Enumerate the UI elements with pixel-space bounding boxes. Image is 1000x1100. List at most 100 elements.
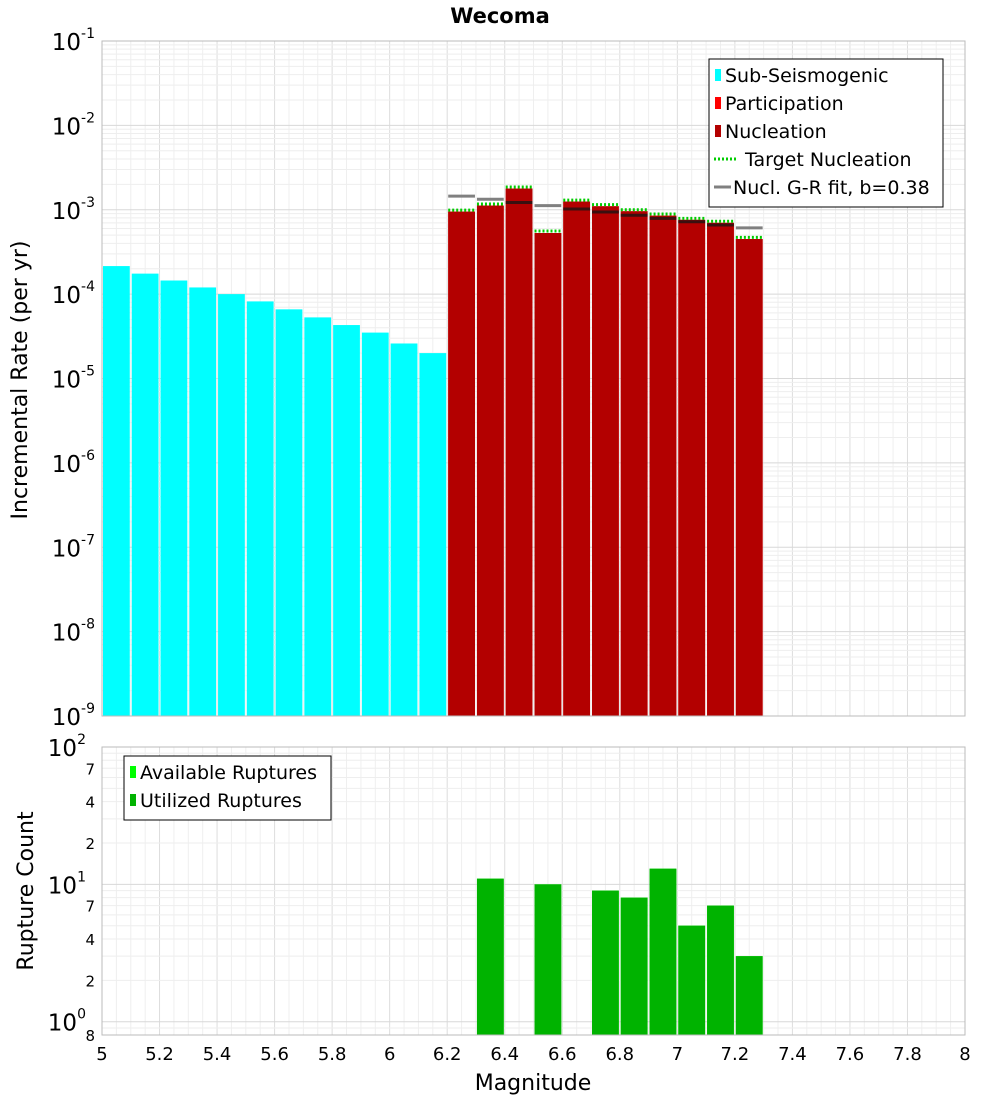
y-minor-tick-label: 4 <box>85 794 95 812</box>
x-tick-label: 6.2 <box>433 1044 462 1065</box>
utilized-ruptures-bar <box>735 956 763 1035</box>
nucleation-bar <box>620 211 648 717</box>
x-tick-label: 7.8 <box>893 1044 922 1065</box>
y-tick-label: 10-1 <box>52 26 95 56</box>
legend-box <box>708 58 944 208</box>
x-tick-label: 8 <box>959 1044 970 1065</box>
legend-item: Target Nucleation <box>714 149 912 171</box>
bottom-panel: 100 101 102 8 2 4 7 2 4 7 5 5.2 5.4 5.6 5.8 6 6.2 6.4 6.6… <box>14 732 971 1096</box>
nucleation-bar <box>476 205 504 716</box>
top-bars <box>103 188 763 717</box>
sub-seismogenic-bar <box>160 280 188 716</box>
x-tick-label: 7.2 <box>721 1044 750 1065</box>
bottom-y-axis-label: Rupture Count <box>14 811 39 971</box>
top-legend: Sub-Seismogenic Participation Nucleation Ta… <box>708 58 944 208</box>
legend-item: Nucl. G-R fit, b=0.38 <box>714 177 930 199</box>
legend-box <box>123 755 332 821</box>
legend-label: Utilized Ruptures <box>140 790 302 812</box>
utilized-ruptures-bar <box>649 868 677 1035</box>
nucleation-bar <box>534 233 562 716</box>
sub-seismogenic-bar <box>275 309 303 716</box>
legend-label: Available Ruptures <box>140 762 317 784</box>
sub-seismogenic-bar <box>218 294 245 716</box>
legend-label: Nucleation <box>725 121 827 143</box>
bottom-legend: Available Ruptures Utilized Ruptures <box>123 755 332 821</box>
legend-swatch <box>715 125 721 137</box>
legend-item: Available Ruptures <box>130 762 317 784</box>
sub-seismogenic-bar <box>131 273 159 716</box>
y-tick-label: 10-4 <box>52 279 95 309</box>
sub-seismogenic-bar <box>333 325 360 716</box>
legend-item: Nucleation <box>715 121 827 143</box>
utilized-ruptures-bar <box>592 890 619 1035</box>
chart-title: Wecoma <box>450 4 550 28</box>
x-tick-label: 7.4 <box>778 1044 807 1065</box>
legend-label: Participation <box>725 93 844 115</box>
top-plot-frame <box>101 40 966 717</box>
utilized-ruptures-bar <box>476 878 504 1035</box>
y-tick-label: 10-8 <box>52 617 95 647</box>
bottom-plot-frame <box>101 746 966 1036</box>
x-tick-label: 5.6 <box>260 1044 289 1065</box>
legend-label: Target Nucleation <box>744 149 912 171</box>
x-tick-label: 6.4 <box>490 1044 519 1065</box>
y-tick-label: 100 <box>48 1007 86 1037</box>
x-tick-label: 5.4 <box>203 1044 232 1065</box>
y-minor-tick-label: 2 <box>85 835 95 853</box>
utilized-ruptures-bar <box>707 905 734 1035</box>
bottom-bars <box>476 868 763 1035</box>
y-tick-label: 10-2 <box>52 110 95 140</box>
bottom-y-ticks: 100 101 102 8 2 4 7 2 4 7 <box>48 732 95 1045</box>
x-tick-label: 6 <box>384 1044 395 1065</box>
x-axis-label: Magnitude <box>475 1071 592 1096</box>
top-y-axis-label: Incremental Rate (per yr) <box>8 241 33 520</box>
x-tick-label: 5.2 <box>145 1044 174 1065</box>
legend-item: Utilized Ruptures <box>130 790 302 812</box>
y-minor-tick-label: 2 <box>85 972 95 990</box>
sub-seismogenic-bar <box>419 353 447 716</box>
x-tick-label: 6.8 <box>605 1044 634 1065</box>
top-y-ticks: 10-9 10-8 10-7 10-6 10-5 10-4 10-3 10-2 10-1 <box>52 26 95 731</box>
nucleation-bar <box>678 219 706 717</box>
y-minor-tick-label: 7 <box>85 760 95 778</box>
sub-seismogenic-bar <box>189 287 217 716</box>
y-tick-label: 10-3 <box>52 195 95 225</box>
sub-seismogenic-bar <box>361 332 389 716</box>
nucleation-bar <box>563 201 591 716</box>
y-tick-label: 10-5 <box>52 364 95 394</box>
y-minor-tick-label: 8 <box>85 1027 95 1045</box>
bottom-x-ticks: 5 5.2 5.4 5.6 5.8 6 6.2 6.4 6.6 6.8 7 7.2 7.4 7.6 7.8 8 <box>96 1044 970 1065</box>
x-tick-label: 5.8 <box>318 1044 347 1065</box>
x-tick-label: 7.6 <box>836 1044 865 1065</box>
y-minor-tick-label: 4 <box>85 931 95 949</box>
sub-seismogenic-bar <box>304 317 332 716</box>
legend-swatch <box>715 69 721 81</box>
nucleation-bar <box>649 215 677 717</box>
y-tick-label: 102 <box>48 732 86 762</box>
sub-seismogenic-bar <box>390 343 418 716</box>
legend-swatch <box>715 97 721 109</box>
nucleation-bar <box>505 188 533 716</box>
legend-label: Sub-Seismogenic <box>725 65 889 87</box>
sub-seismogenic-bar <box>246 301 274 716</box>
nucleation-bar <box>707 222 734 716</box>
y-tick-label: 101 <box>48 869 86 899</box>
top-panel: 10-9 10-8 10-7 10-6 10-5 10-4 10-3 10-2 10-1 Inc… <box>8 26 966 731</box>
x-tick-label: 7 <box>672 1044 683 1065</box>
top-lines <box>448 185 763 239</box>
y-tick-label: 10-7 <box>52 532 95 562</box>
nucleation-bar <box>592 206 619 716</box>
nucleation-bar <box>735 239 763 716</box>
x-tick-label: 5 <box>96 1044 107 1065</box>
utilized-ruptures-bar <box>534 884 562 1035</box>
legend-item: Sub-Seismogenic <box>715 65 889 87</box>
y-tick-label: 10-9 <box>52 701 95 731</box>
legend-label: Nucl. G-R fit, b=0.38 <box>733 177 930 199</box>
nucleation-bar <box>448 211 475 716</box>
legend-item: Participation <box>715 93 844 115</box>
y-tick-label: 10-6 <box>52 448 95 478</box>
legend-swatch <box>130 766 136 778</box>
sub-seismogenic-bar <box>103 266 130 716</box>
legend-swatch <box>130 794 136 806</box>
y-minor-tick-label: 7 <box>85 898 95 916</box>
